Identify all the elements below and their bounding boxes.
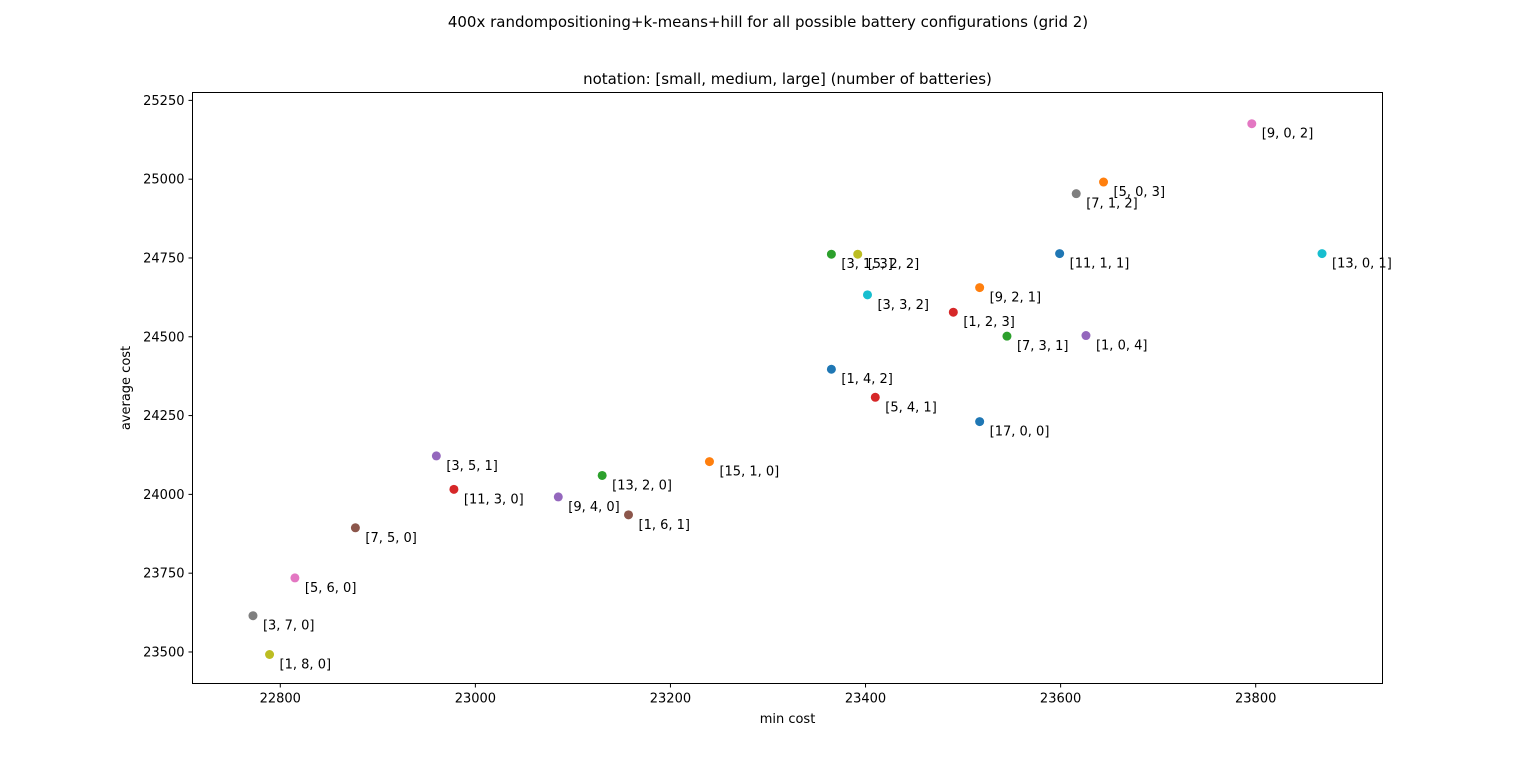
x-tick-label: 23800 (1235, 692, 1276, 707)
data-point (1099, 177, 1109, 187)
data-point (1317, 249, 1327, 259)
point-label: [5, 2, 2] (868, 257, 920, 272)
data-point (350, 523, 360, 533)
x-tick-label: 23000 (455, 692, 496, 707)
point-label: [17, 0, 0] (990, 425, 1050, 440)
data-point (870, 392, 880, 402)
point-label: [1, 8, 0] (280, 658, 332, 673)
y-tick-label: 24750 (143, 251, 184, 266)
data-point (826, 249, 836, 259)
plot-frame (192, 92, 1383, 684)
data-point (1071, 189, 1081, 199)
data-point (1002, 331, 1012, 341)
data-point (704, 457, 714, 467)
data-point (553, 492, 563, 502)
chart-suptitle: 400x randompositioning+k-means+hill for … (448, 13, 1088, 31)
chart-title: notation: [small, medium, large] (number… (583, 70, 992, 88)
data-point (1055, 249, 1065, 259)
data-point (853, 249, 863, 259)
x-tick-label: 23400 (845, 692, 886, 707)
point-label: [1, 0, 4] (1096, 339, 1148, 354)
y-tick-label: 25000 (143, 173, 184, 188)
point-label: [7, 1, 2] (1086, 197, 1138, 212)
point-label: [5, 4, 1] (885, 400, 937, 415)
point-label: [13, 2, 0] (612, 478, 672, 493)
point-label: [3, 1, 3] (841, 257, 893, 272)
data-point (265, 650, 275, 660)
point-label: [3, 3, 2] (877, 298, 929, 313)
y-axis-label: average cost (119, 346, 134, 430)
x-axis-ticks: 22800 23000 23200 23400 23600 23800 (260, 683, 1276, 707)
y-tick-label: 25250 (143, 94, 184, 109)
x-tick-label: 23600 (1040, 692, 1081, 707)
data-point (597, 470, 607, 480)
point-label: [9, 2, 1] (990, 291, 1042, 306)
data-point (975, 283, 985, 293)
point-label: [5, 0, 3] (1114, 185, 1166, 200)
x-tick-label: 22800 (260, 692, 301, 707)
y-tick-label: 23750 (143, 567, 184, 582)
point-label: [5, 6, 0] (305, 581, 357, 596)
point-label: [11, 3, 0] (464, 492, 524, 507)
data-point (862, 290, 872, 300)
point-label: [9, 4, 0] (568, 500, 620, 515)
data-point (290, 573, 300, 583)
point-label: [1, 6, 1] (639, 518, 691, 533)
y-tick-label: 24500 (143, 330, 184, 345)
point-label: [7, 5, 0] (365, 531, 417, 546)
y-tick-label: 24250 (143, 409, 184, 424)
y-tick-label: 23500 (143, 645, 184, 660)
point-label: [15, 1, 0] (719, 465, 779, 480)
data-point (948, 307, 958, 317)
x-axis-label: min cost (760, 712, 816, 727)
data-point (1081, 331, 1091, 341)
point-label: [9, 0, 2] (1262, 127, 1314, 142)
point-label: [1, 2, 3] (963, 315, 1015, 330)
point-label: [3, 7, 0] (263, 619, 315, 634)
data-point (624, 510, 634, 520)
data-point (248, 611, 258, 621)
data-point (431, 451, 441, 461)
x-tick-label: 23200 (650, 692, 691, 707)
point-label: [3, 5, 1] (446, 459, 498, 474)
point-labels-layer: [1, 4, 2] [17, 0, 0] [11, 1, 1] [15, 1, 0] [… (263, 127, 1392, 673)
data-point (1247, 119, 1257, 129)
data-point (975, 417, 985, 427)
data-point (449, 484, 459, 494)
point-label: [1, 4, 2] (841, 372, 893, 387)
point-label: [7, 3, 1] (1017, 339, 1069, 354)
point-label: [11, 1, 1] (1070, 257, 1130, 272)
data-point (826, 364, 836, 374)
points-layer (248, 119, 1327, 660)
point-label: [13, 0, 1] (1332, 257, 1392, 272)
y-tick-label: 24000 (143, 488, 184, 503)
y-axis-ticks: 23500 23750 24000 24250 24500 24750 25000 25250 (143, 94, 193, 660)
